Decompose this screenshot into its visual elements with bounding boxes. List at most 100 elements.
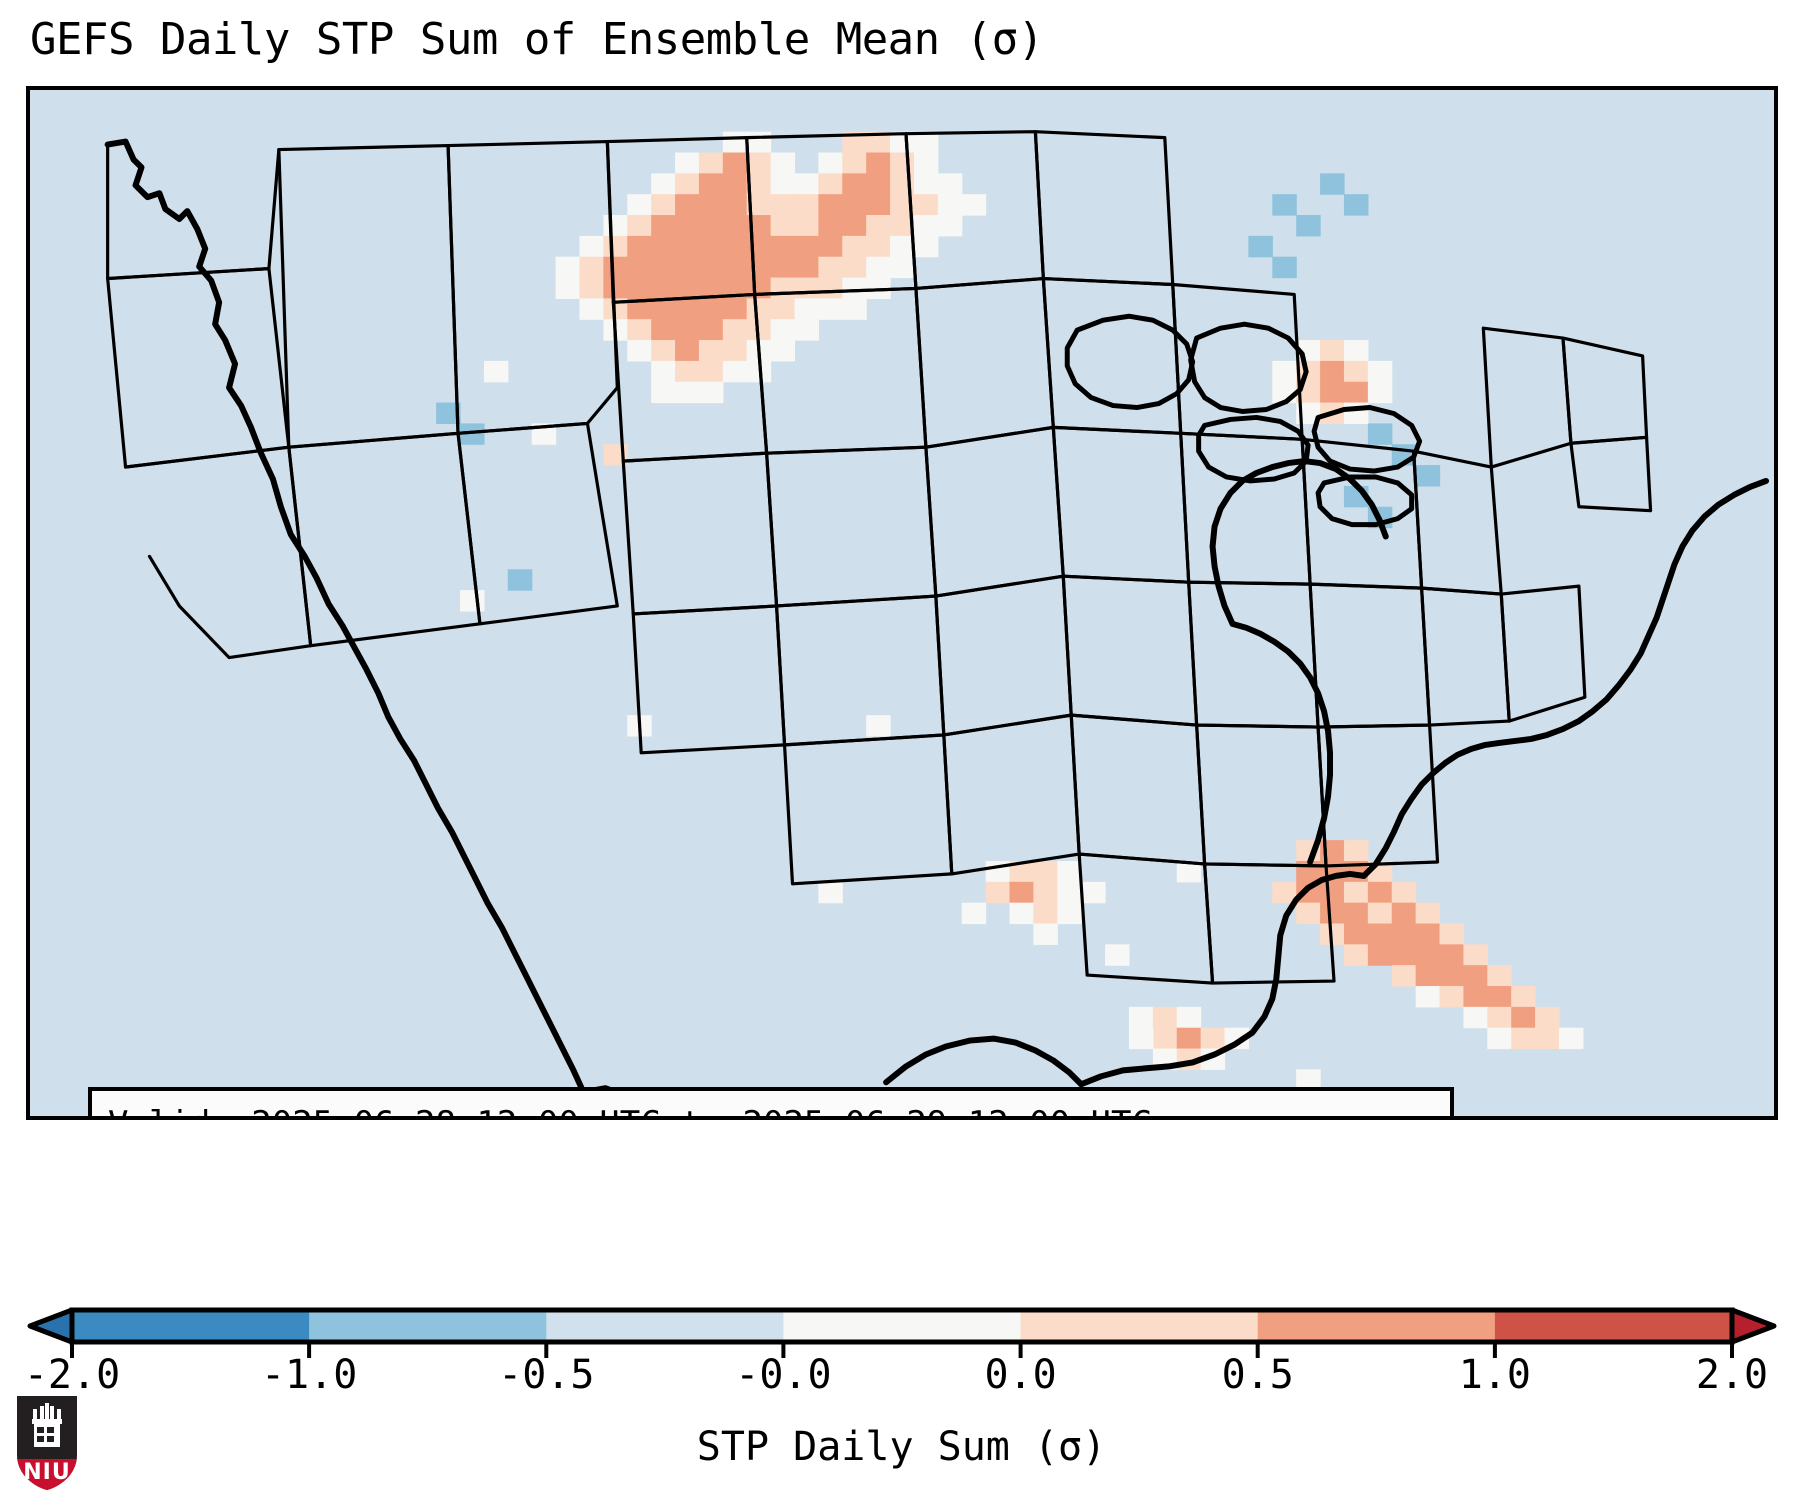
- colorbar-tick-label: 2.0: [1695, 1352, 1769, 1398]
- data-cell: [1535, 1006, 1560, 1029]
- data-cell: [483, 360, 509, 383]
- data-cell: [651, 194, 676, 216]
- data-cell: [698, 194, 724, 216]
- colorbar-band: [72, 1310, 310, 1342]
- data-cell: [890, 152, 915, 174]
- valid-line: Valid: 2025-06-28 12:00 UTC to 2025-06-2…: [108, 1101, 1434, 1116]
- data-cell: [1511, 1006, 1536, 1029]
- data-cell: [1391, 965, 1417, 987]
- data-cell: [579, 235, 604, 258]
- data-cell: [675, 360, 700, 383]
- coastline: [104, 138, 587, 1096]
- data-cell: [818, 194, 843, 216]
- data-cell: [1391, 881, 1417, 904]
- data-cell: [1463, 944, 1488, 966]
- data-cell: [627, 277, 652, 299]
- data-cell: [1367, 423, 1393, 445]
- data-cell: [1081, 881, 1106, 904]
- data-cell: [937, 194, 963, 216]
- data-cell: [675, 340, 700, 362]
- data-cell: [794, 215, 819, 237]
- data-cell: [627, 194, 652, 216]
- state-border: [446, 140, 619, 435]
- colorbar-band: [309, 1310, 547, 1342]
- data-cell: [1128, 1006, 1154, 1029]
- data-cell: [818, 881, 843, 904]
- data-cell: [1152, 1027, 1178, 1050]
- data-cell: [1105, 944, 1130, 966]
- data-cell: [1511, 1027, 1536, 1050]
- data-cell: [1009, 860, 1034, 883]
- data-cell: [1391, 902, 1417, 925]
- data-cell: [722, 360, 748, 383]
- data-cell: [1320, 381, 1345, 404]
- data-cell: [794, 319, 819, 341]
- coastline: [1229, 620, 1334, 865]
- coastline: [883, 1035, 1085, 1088]
- data-cell: [1367, 381, 1393, 404]
- data-cell: [603, 235, 628, 258]
- data-cell: [722, 298, 748, 320]
- data-cell: [842, 131, 867, 154]
- data-cell: [1487, 1006, 1512, 1029]
- data-cell: [1176, 1006, 1202, 1029]
- data-cell: [651, 173, 676, 195]
- data-cell: [1033, 860, 1058, 883]
- data-cell: [842, 256, 867, 279]
- data-cell: [651, 215, 676, 237]
- data-cell: [698, 381, 724, 404]
- data-cell: [722, 256, 748, 279]
- data-cell: [1535, 1027, 1560, 1050]
- data-cell: [1367, 923, 1393, 945]
- map-canvas[interactable]: [30, 90, 1774, 1116]
- data-cell: [818, 277, 843, 299]
- data-cell: [1415, 923, 1441, 945]
- data-cell: [1296, 902, 1321, 925]
- colorbar[interactable]: [26, 1300, 1778, 1360]
- data-cell: [698, 235, 724, 258]
- data-cell: [913, 173, 939, 195]
- data-cell: [722, 131, 748, 154]
- data-cell: [1415, 902, 1441, 925]
- data-cell: [1463, 965, 1488, 987]
- lake-outline: [1188, 321, 1309, 414]
- data-cell: [770, 215, 796, 237]
- data-cell: [794, 235, 819, 258]
- data-cell: [675, 381, 700, 404]
- data-cell: [1057, 860, 1082, 883]
- data-cell: [1033, 923, 1058, 945]
- data-cell: [913, 194, 939, 216]
- colorbar-tick-label: -0.5: [498, 1352, 595, 1398]
- data-cell: [1415, 986, 1441, 1008]
- data-cell: [746, 194, 772, 216]
- data-cell: [1033, 881, 1058, 904]
- colorbar-tick-label: -2.0: [23, 1352, 121, 1398]
- colorbar-svg[interactable]: [26, 1300, 1778, 1360]
- data-cell: [1296, 1069, 1321, 1091]
- data-cell: [1176, 1027, 1202, 1050]
- data-cell: [913, 235, 939, 258]
- data-cell: [1343, 881, 1369, 904]
- data-cell: [555, 256, 581, 279]
- data-cell: [698, 277, 724, 299]
- state-border: [1569, 435, 1653, 513]
- data-cell: [1320, 173, 1345, 195]
- data-cell: [1272, 360, 1297, 383]
- colorbar-band: [1257, 1310, 1496, 1342]
- valid-run-annotation: Valid: 2025-06-28 12:00 UTC to 2025-06-2…: [88, 1087, 1454, 1116]
- data-cell: [961, 194, 987, 216]
- data-cell: [937, 173, 963, 195]
- data-cell: [842, 298, 867, 320]
- great-lakes: [1064, 313, 1423, 528]
- data-cell: [770, 298, 796, 320]
- data-cell: [818, 152, 843, 174]
- colorbar-band: [1020, 1310, 1259, 1342]
- colorbar-band: [546, 1310, 785, 1342]
- data-cell: [1033, 902, 1058, 925]
- data-cell: [579, 298, 604, 320]
- data-cell: [1415, 965, 1441, 987]
- map-panel[interactable]: Valid: 2025-06-28 12:00 UTC to 2025-06-2…: [26, 86, 1778, 1120]
- coastline: [1209, 458, 1389, 627]
- data-cell: [794, 173, 819, 195]
- colorbar-tick-label: -0.0: [735, 1352, 832, 1398]
